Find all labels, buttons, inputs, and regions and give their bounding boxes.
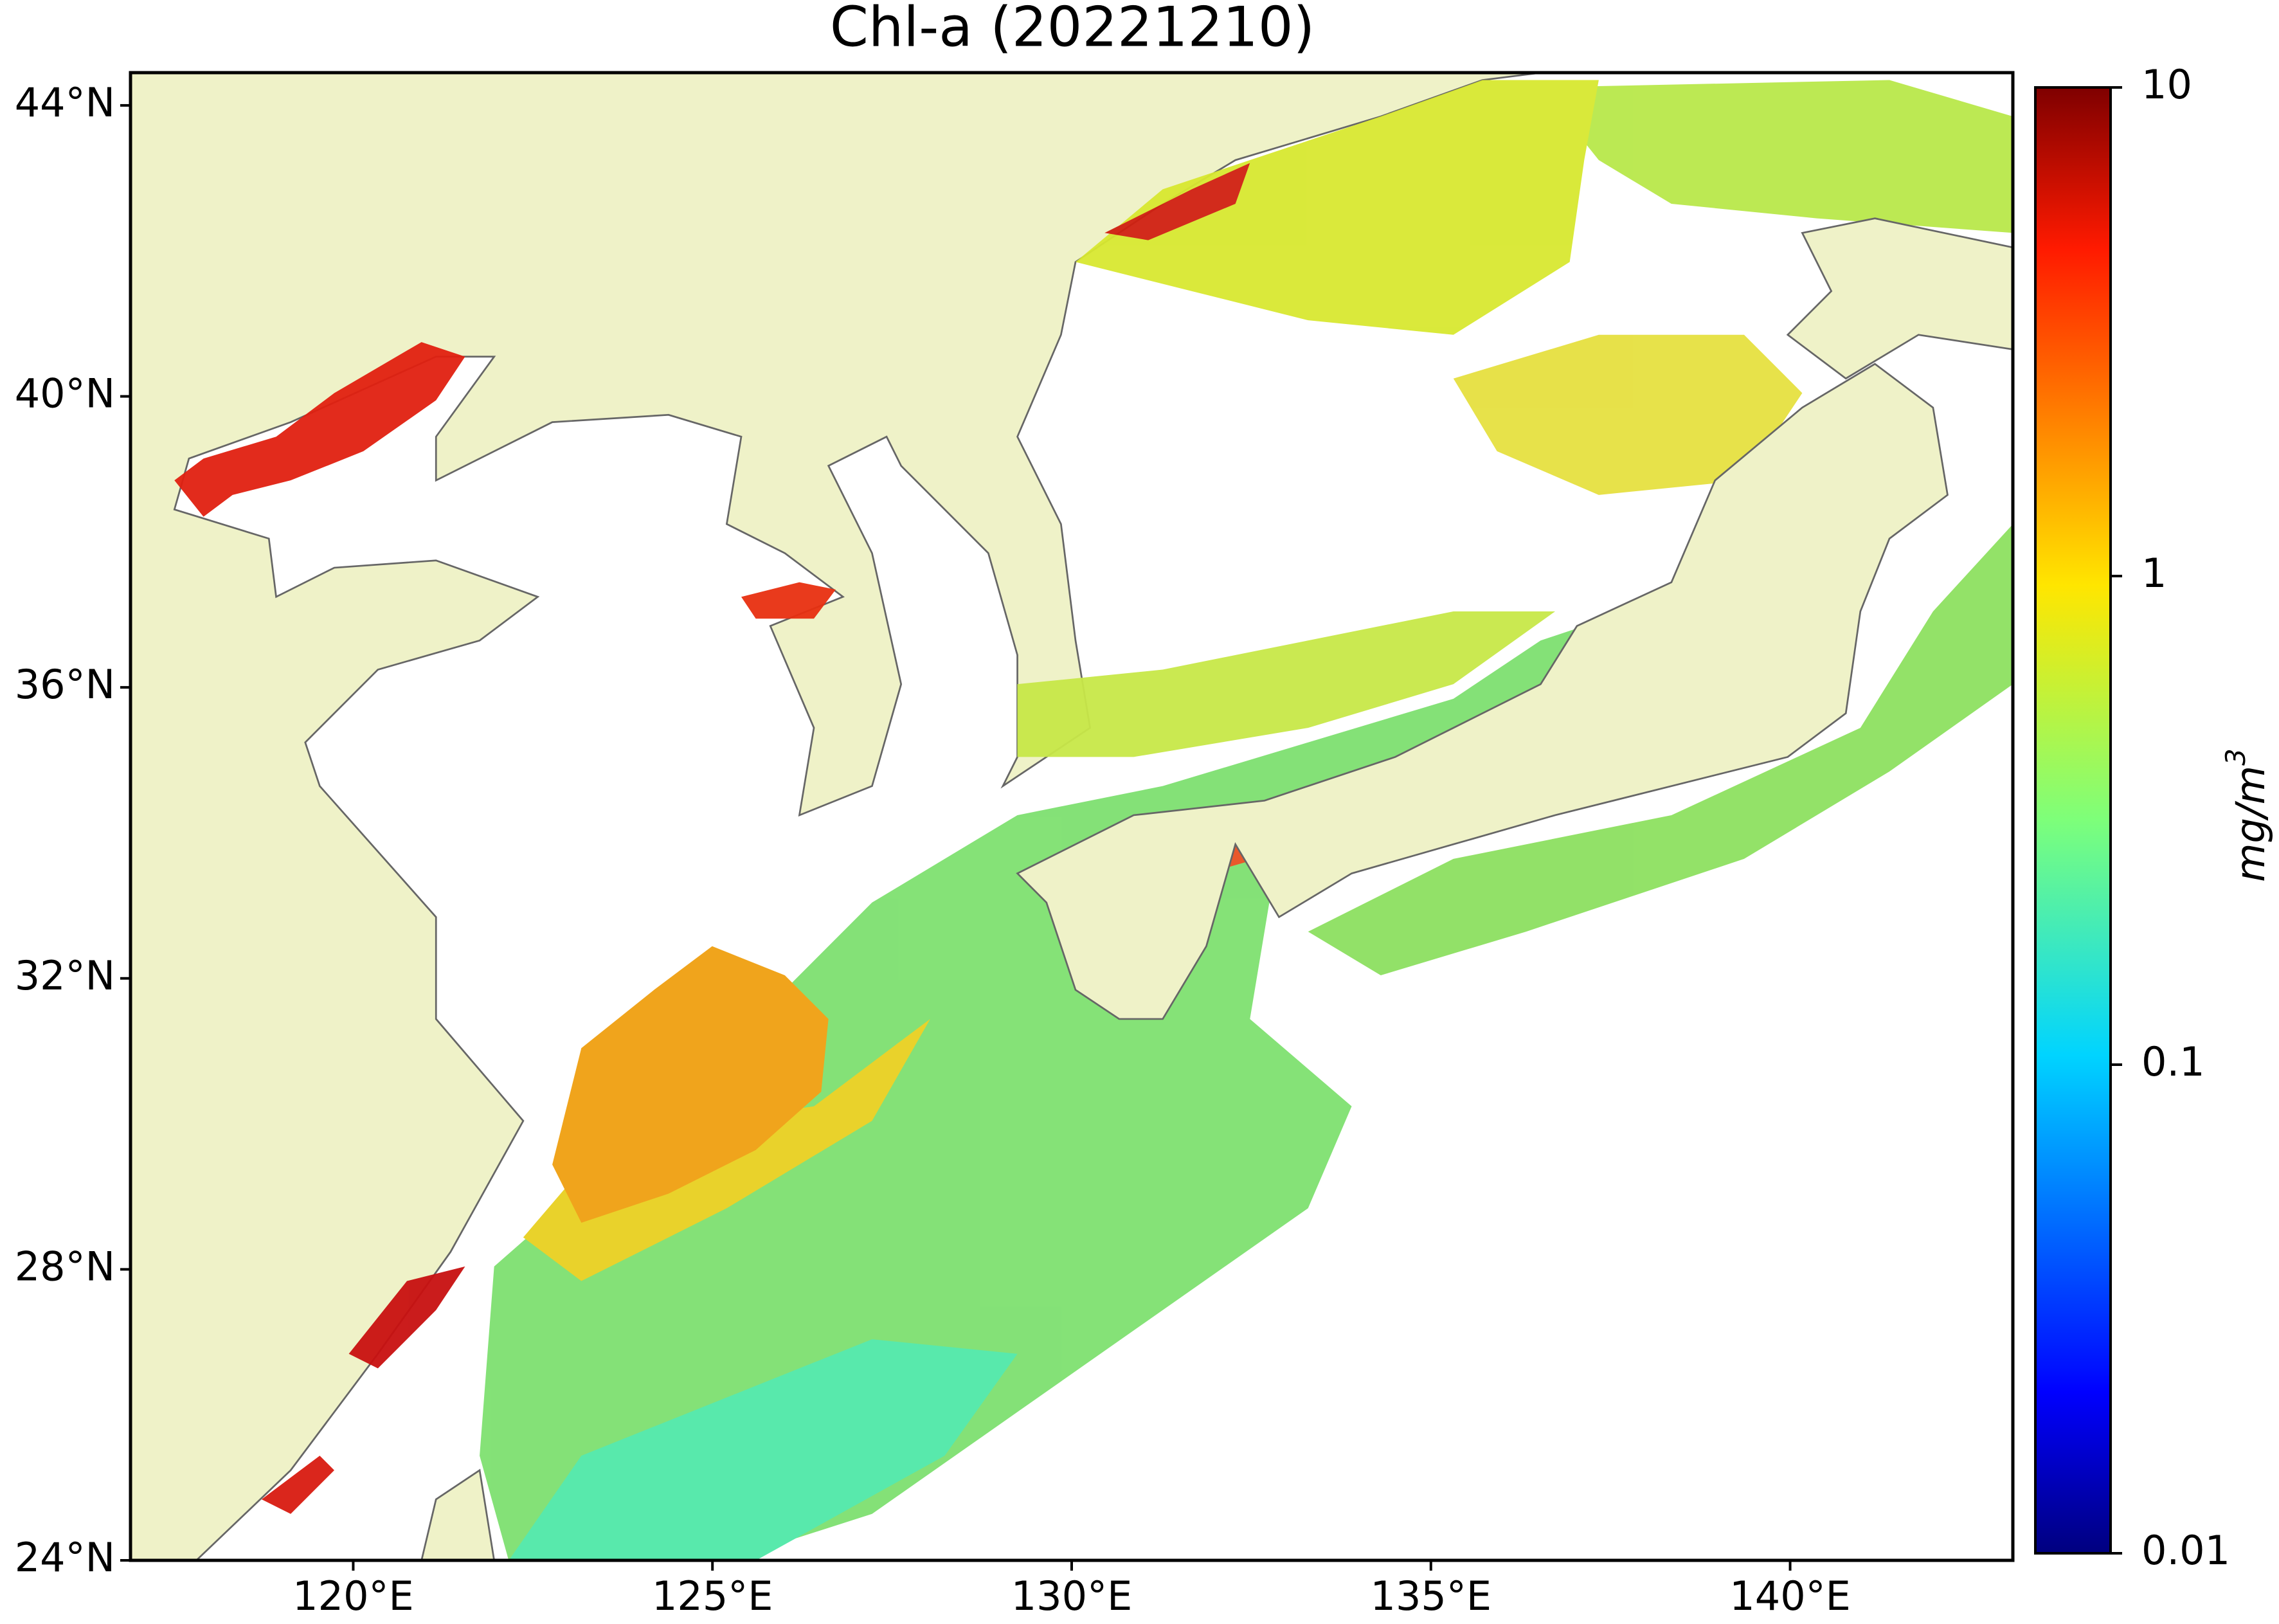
chlorophyll-field — [174, 80, 2013, 1561]
colorbar-tick-label: 10 — [2141, 61, 2192, 108]
y-tick-label: 44°N — [15, 79, 115, 126]
chl-patch — [1540, 80, 2013, 233]
colorbar-unit-exponent: 3 — [2220, 748, 2251, 766]
x-tick-label: 130°E — [1011, 1573, 1133, 1619]
x-tick-label: 125°E — [652, 1573, 773, 1619]
y-tick-label: 28°N — [15, 1243, 115, 1290]
x-tick-label: 135°E — [1371, 1573, 1492, 1619]
colorbar-tick-label: 1 — [2141, 550, 2166, 597]
colorbar-tick-label: 0.01 — [2141, 1527, 2230, 1574]
chl-patch — [348, 1266, 465, 1369]
chl-patch — [552, 946, 829, 1223]
chl-patch — [174, 342, 465, 517]
japan-hokkaido — [1786, 217, 2013, 380]
chl-patch — [1075, 80, 1599, 335]
map — [131, 73, 2013, 1561]
chl-patch — [1308, 524, 2013, 976]
title: Chl-a (20221210) — [830, 0, 1315, 59]
japan-honshu — [1016, 363, 1949, 1020]
colorbar — [2034, 86, 2112, 1555]
y-tick-label: 24°N — [15, 1534, 115, 1581]
chl-patch — [480, 626, 1585, 1561]
chl-patch — [741, 582, 836, 619]
chl-patch — [261, 1456, 334, 1514]
y-tick-label: 32°N — [15, 952, 115, 999]
chl-patch — [1017, 611, 1556, 757]
chl-patch — [1104, 163, 1250, 240]
chl-patch — [1453, 334, 1803, 495]
colorbar-tick-label: 0.1 — [2141, 1038, 2205, 1085]
y-tick-label: 40°N — [15, 370, 115, 417]
y-tick-label: 36°N — [15, 661, 115, 708]
taiwan — [420, 1468, 496, 1561]
x-tick-label: 120°E — [293, 1573, 414, 1619]
colorbar-label: mg/m3 — [2220, 748, 2274, 882]
colorbar-unit: mg/m — [2227, 766, 2274, 882]
x-tick-label: 140°E — [1729, 1573, 1851, 1619]
chl-patch — [509, 1339, 1018, 1561]
